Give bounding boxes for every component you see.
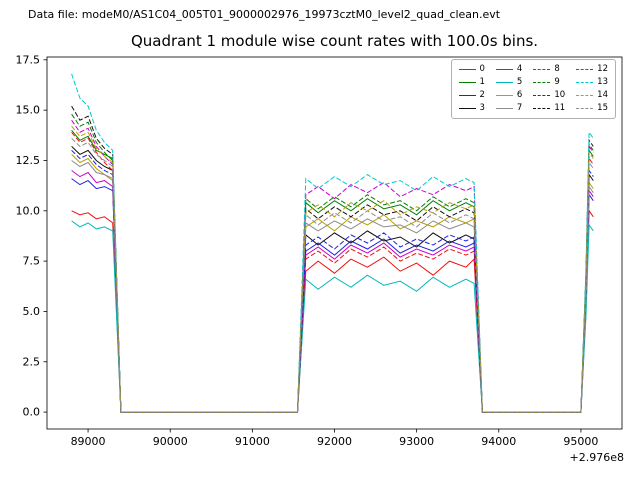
legend-label: 2 [479, 90, 485, 101]
legend-line-sample-1 [458, 82, 476, 83]
legend-label: 4 [516, 64, 523, 75]
legend-entry-14: 14 [576, 91, 608, 100]
legend-entry-0: 0 [458, 64, 485, 75]
axes-frame [46, 56, 623, 430]
legend-entry-7: 7 [495, 103, 523, 114]
legend-line-sample-7 [495, 108, 513, 109]
legend-entry-1: 1 [458, 77, 485, 88]
legend-entry-6: 6 [495, 90, 523, 101]
legend-line-sample-4 [495, 69, 513, 70]
legend-line-sample-3 [458, 108, 476, 109]
legend-entry-3: 3 [458, 103, 485, 114]
legend-label: 14 [597, 90, 608, 101]
legend-line-sample-8 [533, 69, 551, 70]
x-tick-label: 89000 [71, 435, 106, 448]
x-tick-label: 93000 [399, 435, 434, 448]
legend-label: 11 [554, 103, 566, 114]
x-tick-label: 94000 [481, 435, 516, 448]
legend-entry-9: 9 [533, 78, 565, 87]
legend-label: 10 [554, 90, 566, 101]
y-tick-label: 17.5 [16, 53, 41, 66]
y-tick-label: 12.5 [16, 154, 41, 167]
legend-label: 0 [479, 64, 485, 75]
legend-line-sample-11 [533, 108, 551, 109]
x-tick-label: 91000 [235, 435, 270, 448]
legend-entry-13: 13 [576, 78, 608, 87]
series-line-15 [71, 137, 594, 413]
legend-entry-5: 5 [495, 77, 523, 88]
legend-line-sample-0 [458, 69, 476, 70]
legend-line-sample-14 [576, 95, 594, 96]
legend-label: 5 [516, 77, 523, 88]
y-tick-label: 5.0 [23, 305, 41, 318]
legend-label: 13 [597, 77, 608, 88]
x-tick-label: 95000 [563, 435, 598, 448]
legend-label: 3 [479, 103, 485, 114]
chart-title: Quadrant 1 module wise count rates with … [130, 32, 539, 50]
legend-entry-15: 15 [576, 104, 608, 113]
legend-entry-10: 10 [533, 91, 565, 100]
legend-line-sample-5 [495, 82, 513, 83]
legend-line-sample-10 [533, 95, 551, 96]
legend-entry-2: 2 [458, 90, 485, 101]
y-tick-label: 0.0 [23, 406, 41, 419]
legend-line-sample-6 [495, 95, 513, 96]
x-tick-label: 90000 [153, 435, 188, 448]
legend: 0 1 2 3 4 5 6 7 8 9 10 11 12 13 14 15 [450, 59, 616, 119]
legend-label: 12 [597, 64, 608, 75]
legend-line-sample-12 [576, 69, 594, 70]
legend-line-sample-9 [533, 82, 551, 83]
y-tick-label: 7.5 [23, 255, 41, 268]
legend-label: 1 [479, 77, 485, 88]
legend-entry-11: 11 [533, 104, 565, 113]
legend-label: 7 [516, 103, 523, 114]
series-line-14 [71, 125, 594, 413]
x-axis-offset-label: +2.976e8 [569, 451, 624, 464]
legend-label: 15 [597, 103, 608, 114]
legend-entry-4: 4 [495, 64, 523, 75]
legend-entry-8: 8 [533, 65, 565, 74]
y-tick-label: 10.0 [16, 204, 41, 217]
legend-label: 6 [516, 90, 523, 101]
legend-label: 8 [554, 64, 560, 75]
legend-entry-12: 12 [576, 65, 608, 74]
legend-line-sample-13 [576, 82, 594, 83]
legend-line-sample-15 [576, 108, 594, 109]
x-tick-label: 92000 [317, 435, 352, 448]
y-tick-label: 2.5 [23, 355, 41, 368]
datafile-label: Data file: modeM0/AS1C04_005T01_90000029… [28, 8, 501, 21]
y-tick-label: 15.0 [16, 104, 41, 117]
legend-line-sample-2 [458, 95, 476, 96]
legend-label: 9 [554, 77, 560, 88]
